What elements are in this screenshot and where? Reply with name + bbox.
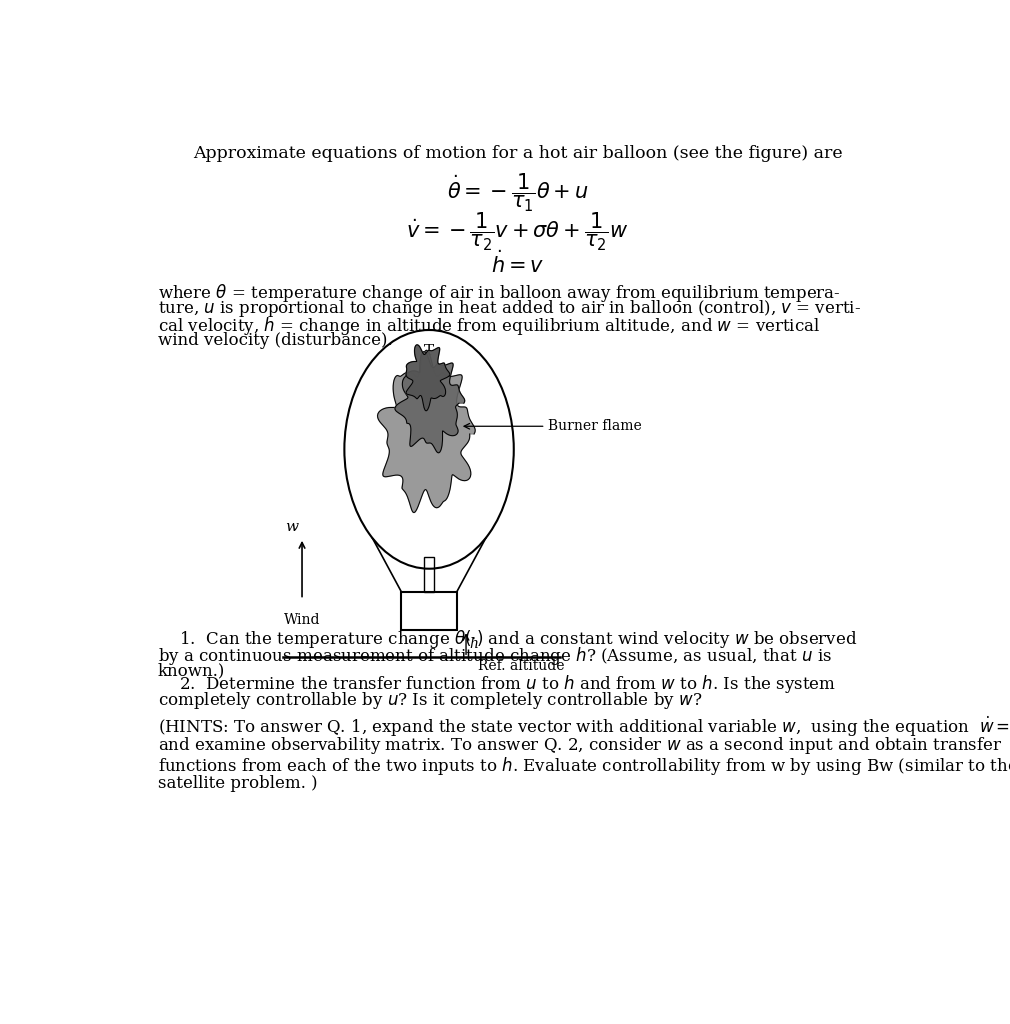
Text: (HINTS: To answer Q. 1, expand the state vector with additional variable $w$,  u: (HINTS: To answer Q. 1, expand the state… [158, 715, 1010, 739]
Text: w: w [285, 520, 298, 535]
Text: $\dot{\theta} = -\dfrac{1}{\tau_1}\theta + u$: $\dot{\theta} = -\dfrac{1}{\tau_1}\theta… [446, 172, 589, 214]
Text: known.): known.) [158, 662, 225, 679]
Text: and examine observability matrix. To answer Q. 2, consider $w$ as a second input: and examine observability matrix. To ans… [158, 735, 1003, 756]
Text: functions from each of the two inputs to $h$. Evaluate controllability from w by: functions from each of the two inputs to… [158, 755, 1010, 777]
Text: ture, $u$ is proportional to change in heat added to air in balloon (control), $: ture, $u$ is proportional to change in h… [158, 298, 862, 319]
Text: completely controllable by $u$? Is it completely controllable by $w$?: completely controllable by $u$? Is it co… [158, 689, 702, 711]
Text: where $\theta$ = temperature change of air in balloon away from equilibrium temp: where $\theta$ = temperature change of a… [158, 282, 840, 303]
Text: cal velocity, $h$ = change in altitude from equilibrium altitude, and $w$ = vert: cal velocity, $h$ = change in altitude f… [158, 315, 820, 337]
Text: Approximate equations of motion for a hot air balloon (see the figure) are: Approximate equations of motion for a ho… [193, 145, 842, 162]
Polygon shape [378, 350, 475, 513]
Polygon shape [406, 345, 449, 411]
Text: wind velocity (disturbance).: wind velocity (disturbance). [158, 333, 393, 349]
Text: T: T [424, 344, 434, 357]
Polygon shape [395, 351, 465, 453]
Bar [423, 557, 434, 592]
Text: satellite problem. ): satellite problem. ) [158, 775, 318, 793]
Text: $\dot{h} = v$: $\dot{h} = v$ [491, 251, 544, 278]
Text: 1.  Can the temperature change $\theta(\cdot)$ and a constant wind velocity $w$ : 1. Can the temperature change $\theta(\c… [158, 628, 857, 650]
Text: by a continuous measurement of altitude change $h$? (Assume, as usual, that $u$ : by a continuous measurement of altitude … [158, 645, 832, 667]
Text: Burner flame: Burner flame [464, 419, 642, 433]
Text: h: h [469, 637, 478, 651]
Text: $\dot{v} = -\dfrac{1}{\tau_2}v + \sigma\theta + \dfrac{1}{\tau_2}w$: $\dot{v} = -\dfrac{1}{\tau_2}v + \sigma\… [406, 211, 629, 253]
Text: Ref. altitude: Ref. altitude [479, 658, 565, 673]
Text: 2.  Determine the transfer function from $u$ to $h$ and from $w$ to $h$. Is the : 2. Determine the transfer function from … [158, 673, 836, 694]
Bar [401, 592, 457, 631]
Text: Wind: Wind [284, 613, 320, 628]
